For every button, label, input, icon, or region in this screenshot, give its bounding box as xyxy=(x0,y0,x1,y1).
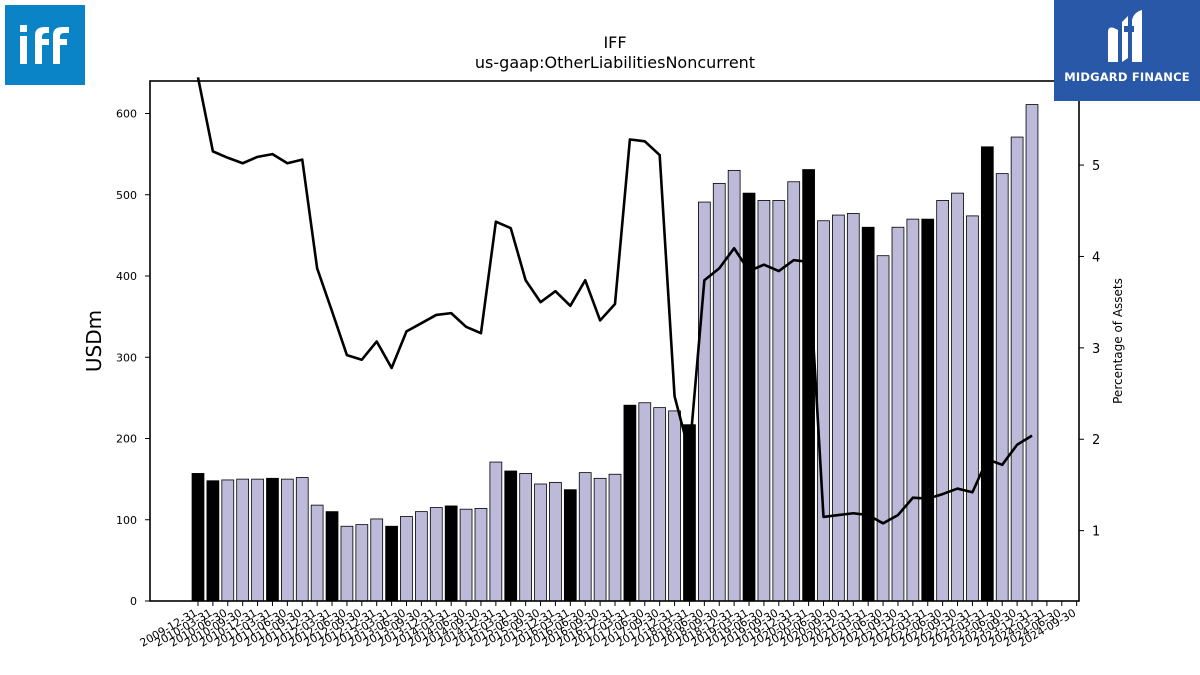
bar xyxy=(742,192,756,602)
bar xyxy=(236,478,250,602)
bar xyxy=(519,473,533,602)
bar xyxy=(891,226,905,602)
bar xyxy=(266,477,279,602)
y-tick-label: 300 xyxy=(116,351,137,364)
bar xyxy=(280,478,294,602)
bar xyxy=(608,473,622,602)
bar xyxy=(251,478,264,602)
bar xyxy=(459,508,473,602)
bar xyxy=(787,181,801,602)
bar xyxy=(802,169,815,602)
midgard-finance-logo: MIDGARD FINANCE xyxy=(1054,0,1200,101)
bar xyxy=(951,192,964,602)
bar xyxy=(623,404,637,602)
bar xyxy=(906,218,920,602)
bar xyxy=(712,182,726,602)
bar xyxy=(310,504,324,602)
bar xyxy=(206,480,220,602)
bar xyxy=(876,255,890,602)
bar xyxy=(921,218,935,602)
bar xyxy=(698,201,711,602)
bar xyxy=(653,407,667,602)
y-tick-label: 100 xyxy=(116,514,137,527)
y2-tick-label: 3 xyxy=(1092,342,1100,357)
bar xyxy=(727,169,741,602)
bar xyxy=(966,215,979,602)
iff-logo-mark xyxy=(20,25,69,64)
bar xyxy=(817,220,830,602)
series-line xyxy=(196,77,1033,525)
bar xyxy=(340,525,354,602)
bar xyxy=(936,200,950,602)
bar xyxy=(980,146,994,602)
bar xyxy=(489,461,503,602)
y2-tick-label: 1 xyxy=(1092,525,1100,540)
y-tick-label: 200 xyxy=(116,433,137,446)
bar xyxy=(638,402,652,602)
bar xyxy=(400,516,413,602)
bar xyxy=(474,507,488,602)
chart-title: IFF xyxy=(603,33,626,52)
bar xyxy=(549,481,562,602)
axes-layer: 0100200300400500600123452009-12-312010-0… xyxy=(116,80,1100,650)
bar xyxy=(593,477,607,602)
y2-axis-label: Percentage of Assets xyxy=(1111,278,1125,404)
y-axis-label: USDm xyxy=(82,310,106,372)
bar xyxy=(370,518,384,602)
bar xyxy=(846,213,860,602)
line-layer xyxy=(196,77,1033,525)
bar xyxy=(563,489,577,602)
bar xyxy=(832,214,845,602)
bar xyxy=(668,410,681,602)
bar xyxy=(355,524,369,602)
midgard-mark-icon xyxy=(1108,10,1142,62)
midgard-brand-text: MIDGARD FINANCE xyxy=(1064,70,1190,84)
bar xyxy=(757,200,771,602)
y-tick-label: 400 xyxy=(116,270,137,283)
bar xyxy=(385,525,398,602)
y-tick-label: 600 xyxy=(116,108,137,121)
y-tick-label: 500 xyxy=(116,189,137,202)
iff-logo xyxy=(5,5,85,85)
bar xyxy=(1025,104,1039,602)
bar xyxy=(415,511,428,602)
y2-tick-label: 2 xyxy=(1092,433,1100,448)
chart-subtitle: us-gaap:OtherLiabilitiesNoncurrent xyxy=(475,53,755,72)
y-tick-label: 0 xyxy=(130,595,137,608)
bar xyxy=(191,473,205,602)
bar xyxy=(295,477,309,602)
bar xyxy=(578,472,592,602)
bar xyxy=(221,479,235,602)
bar xyxy=(1010,136,1024,602)
bar xyxy=(429,507,443,602)
bar xyxy=(504,470,518,602)
bars-layer xyxy=(191,104,1039,602)
bar xyxy=(534,483,547,602)
bar xyxy=(772,200,786,602)
bar xyxy=(861,226,875,602)
y2-tick-label: 5 xyxy=(1092,159,1100,174)
bar xyxy=(325,511,339,602)
bar xyxy=(444,505,458,602)
y2-tick-label: 4 xyxy=(1092,250,1100,265)
bar xyxy=(995,173,1009,602)
